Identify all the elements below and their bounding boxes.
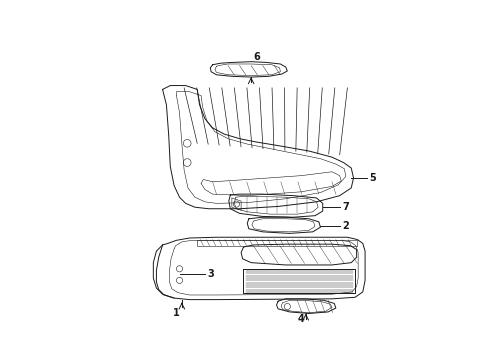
Text: 6: 6 [253,52,260,62]
Text: 2: 2 [342,221,349,231]
Text: 3: 3 [207,269,214,279]
Text: 5: 5 [369,173,376,183]
Text: 1: 1 [173,308,180,318]
Text: 4: 4 [298,314,305,324]
Text: 7: 7 [342,202,349,212]
